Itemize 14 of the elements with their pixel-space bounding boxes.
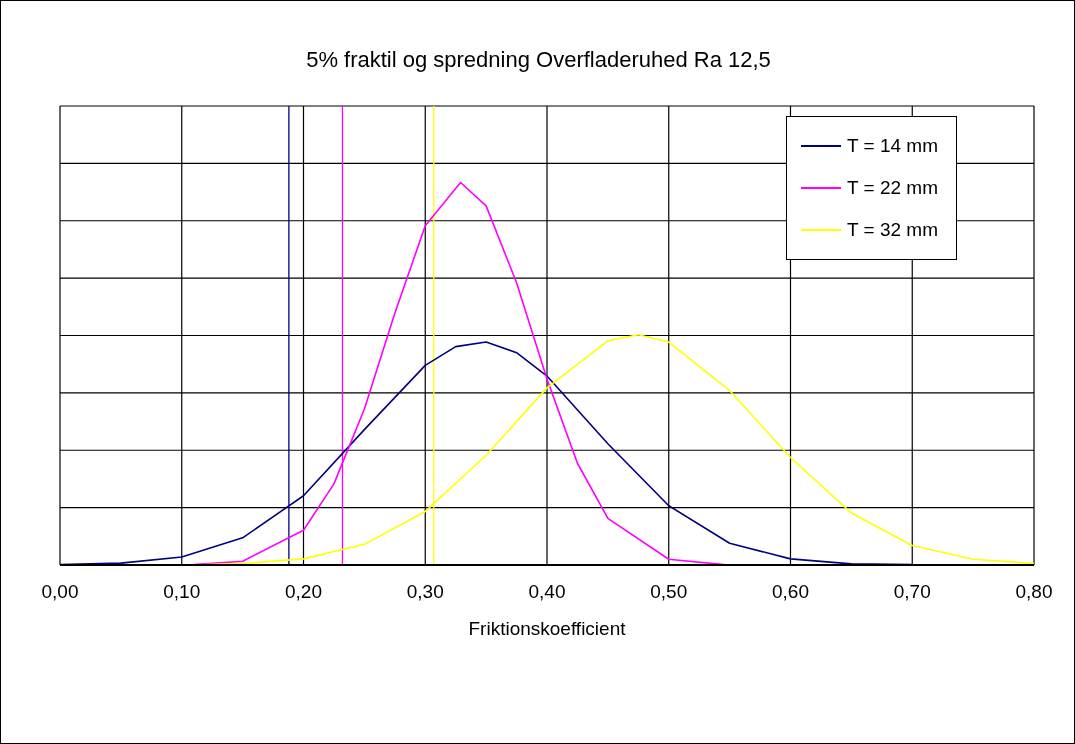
x-tick-label: 0,40 (528, 581, 566, 603)
x-tick-label: 0,00 (41, 581, 79, 603)
x-tick-label: 0,80 (1015, 581, 1053, 603)
x-tick-label: 0,70 (893, 581, 931, 603)
legend-label: T = 14 mm (847, 134, 938, 158)
x-axis-title: Friktionskoefficient (468, 618, 627, 639)
legend-label: T = 32 mm (847, 218, 938, 242)
x-tick-label: 0,10 (163, 581, 201, 603)
x-tick-label: 0,30 (406, 581, 444, 603)
chart-title: 5% fraktil og spredning Overfladeruhed Ra 12,5 (305, 47, 772, 73)
x-tick-label: 0,50 (650, 581, 688, 603)
x-tick-label: 0,20 (285, 581, 322, 603)
legend-label: T = 22 mm (847, 176, 938, 200)
x-tick-label: 0,60 (772, 581, 809, 603)
